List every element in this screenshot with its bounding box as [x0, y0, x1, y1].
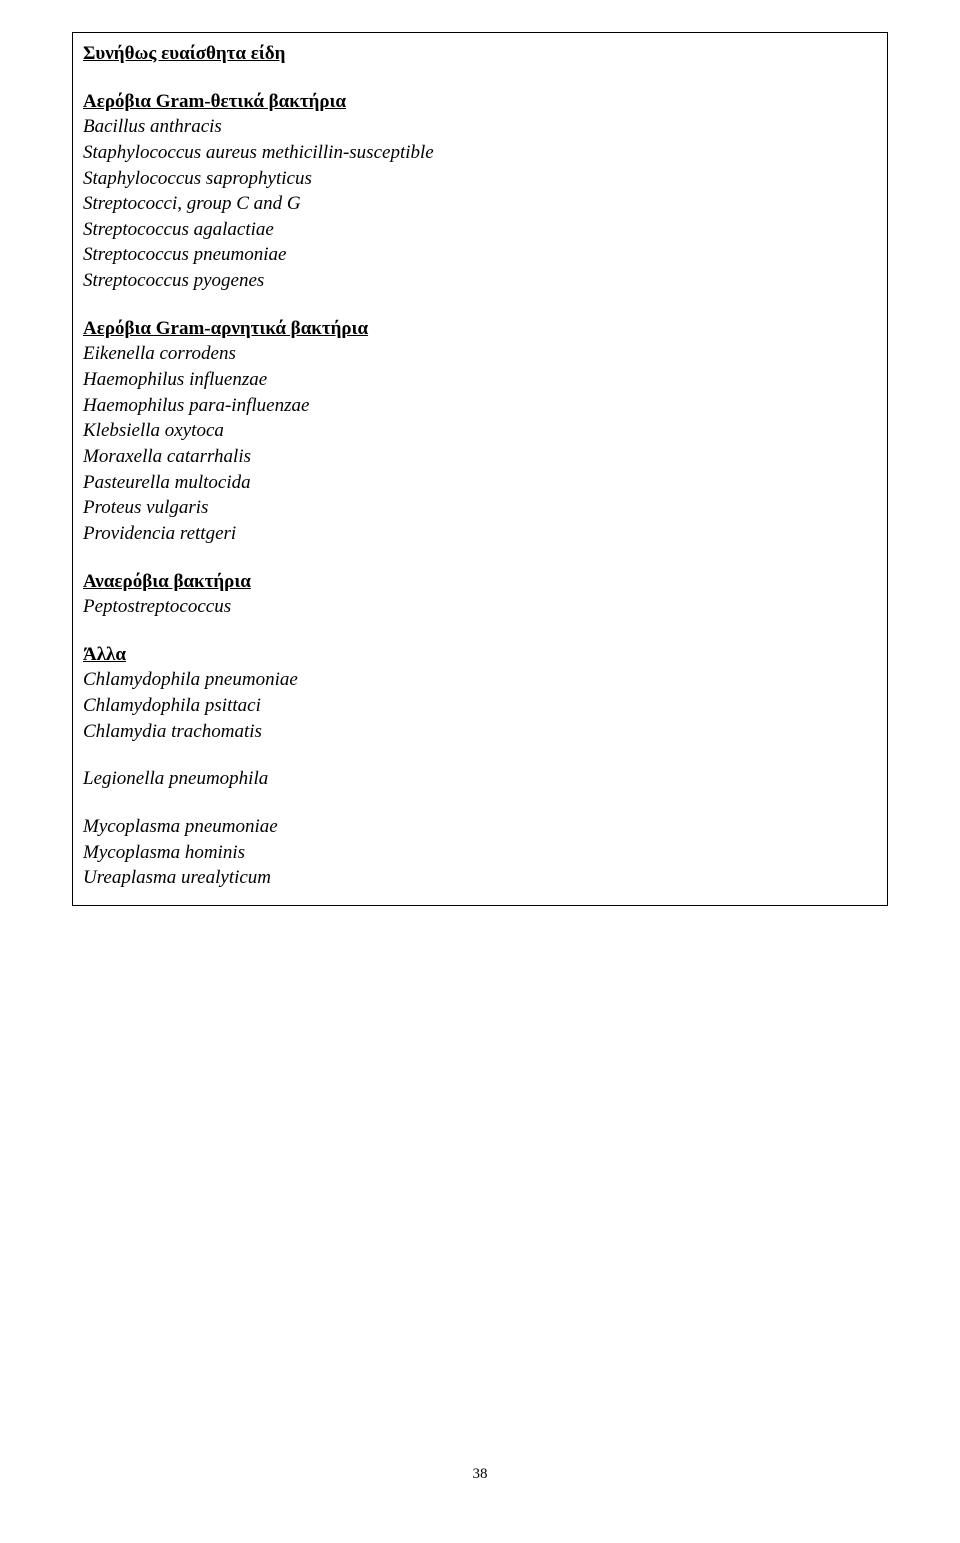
group3-title: Αναερόβια βακτήρια — [83, 569, 877, 595]
list-item: Staphylococcus aureus methicillin-suscep… — [83, 140, 877, 166]
list-item: Ureaplasma urealyticum — [83, 865, 877, 891]
list-item: Pasteurella multocida — [83, 470, 877, 496]
page-number: 38 — [72, 1466, 888, 1483]
list-item: Legionella pneumophila — [83, 766, 877, 792]
list-item: Chlamydia trachomatis — [83, 719, 877, 745]
list-item: Proteus vulgaris — [83, 495, 877, 521]
list-item: Eikenella corrodens — [83, 341, 877, 367]
list-item: Moraxella catarrhalis — [83, 444, 877, 470]
list-item: Streptococcus pneumoniae — [83, 242, 877, 268]
list-item: Bacillus anthracis — [83, 114, 877, 140]
list-item: Providencia rettgeri — [83, 521, 877, 547]
content-frame: Συνήθως ευαίσθητα είδη Αερόβια Gram-θετι… — [72, 32, 888, 906]
spacer — [83, 792, 877, 814]
list-item: Haemophilus influenzae — [83, 367, 877, 393]
list-item: Mycoplasma hominis — [83, 840, 877, 866]
list-item: Haemophilus para-influenzae — [83, 393, 877, 419]
list-item: Streptococcus pyogenes — [83, 268, 877, 294]
group2-title: Αερόβια Gram-αρνητικά βακτήρια — [83, 316, 877, 342]
spacer — [83, 744, 877, 766]
group4-title: Άλλα — [83, 642, 877, 668]
list-item: Chlamydophila pneumoniae — [83, 667, 877, 693]
document-page: Συνήθως ευαίσθητα είδη Αερόβια Gram-θετι… — [0, 0, 960, 1543]
list-item: Peptostreptococcus — [83, 594, 877, 620]
main-heading: Συνήθως ευαίσθητα είδη — [83, 41, 877, 67]
list-item: Streptococci, group C and G — [83, 191, 877, 217]
list-item: Chlamydophila psittaci — [83, 693, 877, 719]
group1-title: Αερόβια Gram-θετικά βακτήρια — [83, 89, 877, 115]
list-item: Klebsiella oxytoca — [83, 418, 877, 444]
list-item: Mycoplasma pneumoniae — [83, 814, 877, 840]
list-item: Staphylococcus saprophyticus — [83, 166, 877, 192]
list-item: Streptococcus agalactiae — [83, 217, 877, 243]
